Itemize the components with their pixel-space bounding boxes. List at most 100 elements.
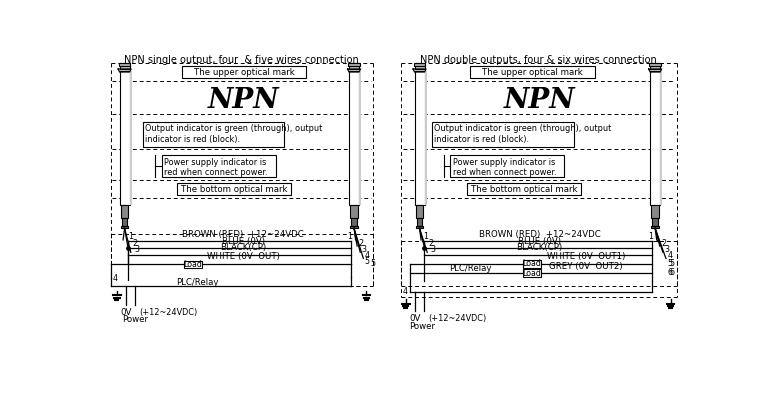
- Bar: [121, 204, 128, 218]
- Text: 1: 1: [347, 232, 353, 242]
- Text: Output indicator is green (through), output: Output indicator is green (through), out…: [434, 124, 612, 133]
- Text: 1: 1: [648, 232, 654, 242]
- Text: 4: 4: [403, 287, 407, 296]
- Text: 5: 5: [370, 259, 375, 268]
- Text: 2: 2: [359, 239, 364, 248]
- Text: 0V: 0V: [409, 314, 420, 323]
- Bar: [119, 71, 130, 204]
- Bar: [162, 155, 276, 177]
- Bar: [350, 226, 358, 228]
- Text: indicator is red (block).: indicator is red (block).: [145, 135, 240, 144]
- Text: BROWN (RED)  +12~24VDC: BROWN (RED) +12~24VDC: [182, 230, 304, 239]
- Bar: [351, 218, 356, 226]
- Bar: [651, 226, 659, 228]
- Text: 3: 3: [664, 245, 670, 254]
- Bar: [432, 122, 575, 147]
- Text: 6: 6: [669, 268, 674, 277]
- Bar: [121, 226, 128, 228]
- Text: red when connect power.: red when connect power.: [453, 168, 556, 177]
- Bar: [119, 63, 131, 66]
- Text: 5: 5: [365, 257, 370, 266]
- Bar: [652, 218, 658, 226]
- Text: 5: 5: [667, 259, 673, 268]
- Text: Load: Load: [523, 268, 541, 277]
- Text: 5: 5: [669, 259, 674, 268]
- Text: 4: 4: [365, 251, 370, 260]
- Text: red when connect power.: red when connect power.: [164, 168, 268, 177]
- Text: Power supply indicator is: Power supply indicator is: [164, 157, 266, 166]
- Text: NPN single output, four  & five wires connection: NPN single output, four & five wires con…: [125, 55, 359, 65]
- Text: BLUE (0V): BLUE (0V): [518, 237, 561, 246]
- Bar: [184, 261, 202, 268]
- Bar: [349, 63, 359, 69]
- Text: PLC/Relay: PLC/Relay: [176, 278, 218, 287]
- Text: Load: Load: [523, 259, 541, 268]
- Bar: [650, 71, 660, 204]
- Bar: [414, 63, 425, 69]
- Text: 6: 6: [667, 268, 673, 277]
- Polygon shape: [347, 69, 361, 72]
- Text: 4: 4: [112, 274, 117, 283]
- Bar: [122, 218, 128, 226]
- Text: 4: 4: [667, 251, 673, 260]
- Text: 3: 3: [135, 246, 140, 255]
- Text: Power: Power: [410, 322, 435, 330]
- Text: 2: 2: [661, 239, 667, 248]
- Text: GREY (0V  OUT2): GREY (0V OUT2): [549, 262, 622, 271]
- Text: NPN: NPN: [504, 87, 575, 114]
- Bar: [359, 71, 362, 204]
- Bar: [467, 183, 581, 195]
- Text: Output indicator is green (through), output: Output indicator is green (through), out…: [145, 124, 323, 133]
- Bar: [416, 226, 423, 228]
- Text: The bottom optical mark: The bottom optical mark: [181, 184, 287, 194]
- Bar: [660, 71, 663, 204]
- Text: (+12~24VDC): (+12~24VDC): [428, 314, 486, 323]
- Text: indicator is red (block).: indicator is red (block).: [434, 135, 529, 144]
- Bar: [451, 155, 564, 177]
- Bar: [416, 204, 423, 218]
- Bar: [130, 71, 132, 204]
- Bar: [177, 183, 291, 195]
- Text: Load: Load: [184, 260, 203, 269]
- Text: BLUE (0V): BLUE (0V): [222, 237, 264, 246]
- Text: The upper optical mark: The upper optical mark: [194, 68, 294, 77]
- Text: 0V: 0V: [121, 308, 131, 317]
- Polygon shape: [413, 69, 426, 72]
- Bar: [425, 71, 427, 204]
- Text: 3: 3: [430, 246, 435, 255]
- Text: BLACK(CP): BLACK(CP): [517, 243, 562, 252]
- Text: 2: 2: [429, 239, 434, 248]
- Text: NPN double outputs, four & six wires connection: NPN double outputs, four & six wires con…: [420, 55, 657, 65]
- Text: The bottom optical mark: The bottom optical mark: [471, 184, 578, 194]
- Bar: [523, 260, 541, 268]
- Bar: [651, 204, 659, 218]
- Text: The upper optical mark: The upper optical mark: [483, 68, 583, 77]
- Text: WHITE (0V  OUT1): WHITE (0V OUT1): [546, 253, 625, 262]
- Bar: [414, 71, 425, 204]
- Bar: [470, 66, 595, 78]
- Text: (+12~24VDC): (+12~24VDC): [139, 308, 198, 317]
- Bar: [119, 63, 130, 69]
- Text: 1: 1: [423, 232, 429, 242]
- Text: 2: 2: [132, 239, 138, 248]
- Text: Power supply indicator is: Power supply indicator is: [453, 157, 555, 166]
- Bar: [523, 269, 541, 277]
- Text: BROWN (RED)  +12~24VDC: BROWN (RED) +12~24VDC: [479, 230, 600, 239]
- Bar: [143, 122, 284, 147]
- Bar: [349, 71, 359, 204]
- Bar: [413, 63, 426, 66]
- Polygon shape: [118, 69, 131, 72]
- Bar: [350, 204, 358, 218]
- Text: PLC/Relay: PLC/Relay: [448, 264, 491, 273]
- Bar: [649, 63, 661, 66]
- Bar: [182, 66, 306, 78]
- Text: Power: Power: [122, 315, 148, 324]
- Text: 3: 3: [362, 245, 367, 254]
- Text: WHITE (0V  OUT): WHITE (0V OUT): [207, 253, 280, 262]
- Bar: [650, 63, 660, 69]
- Text: NPN: NPN: [207, 87, 279, 114]
- Polygon shape: [648, 69, 662, 72]
- Bar: [416, 218, 423, 226]
- Text: 1: 1: [128, 232, 134, 242]
- Text: BLACK(CP): BLACK(CP): [220, 243, 266, 252]
